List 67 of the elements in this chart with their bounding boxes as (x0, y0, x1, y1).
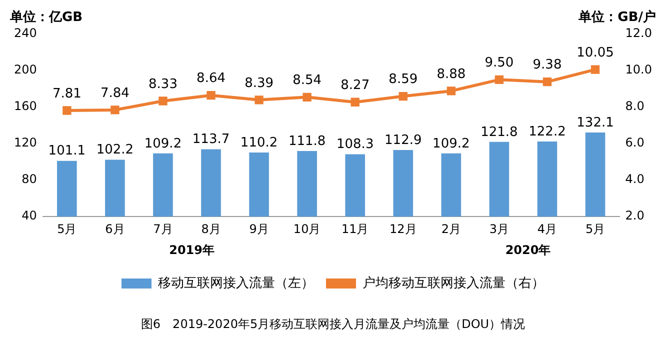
data-label: 108.3 (336, 137, 374, 152)
data-label: 8.27 (340, 78, 370, 93)
data-label: 109.2 (432, 136, 470, 152)
data-label: 112.9 (384, 132, 422, 148)
point (158, 96, 168, 106)
data-label: 8.59 (388, 72, 418, 88)
data-label: 9.50 (484, 56, 514, 71)
x-tick-label: 5月 (585, 222, 606, 236)
text: 2020年 (505, 243, 551, 258)
point (110, 106, 120, 114)
y2-axis-title: 单位：GB/户 (578, 8, 656, 25)
y-tick-label: 200 (14, 62, 37, 77)
y2-tick-label: 12.0 (625, 26, 652, 40)
point (446, 86, 456, 96)
data-label: 8.33 (148, 76, 178, 92)
point (542, 78, 552, 86)
point (254, 96, 264, 104)
data-label: 8.88 (436, 66, 466, 82)
x-tick-label: 7月 (153, 222, 173, 236)
y2-tick-label: 2.0 (625, 208, 644, 223)
x-tick-label: 8月 (201, 222, 221, 236)
data-label: 122.2 (528, 124, 566, 140)
x-tick-label: 5月 (57, 222, 77, 236)
y-axis-title: 单位：亿GB (9, 8, 83, 25)
data-label: 101.1 (48, 144, 86, 159)
y-tick-label: 240 (14, 26, 37, 40)
caption: 图6 2019-2020年5月移动互联网接入月流量及户均流量（DOU）情况 (140, 316, 526, 333)
y2-tick-label: 4.0 (625, 172, 644, 186)
legend-label: 移动互联网接入流量（左） (158, 274, 314, 291)
x-tick-label: 11月 (341, 222, 369, 236)
point (302, 92, 312, 102)
x-tick-label: 3月 (489, 222, 510, 236)
data-label: 113.7 (192, 132, 230, 148)
data-label: 132.1 (576, 115, 614, 130)
x-tick-label: 9月 (249, 222, 269, 236)
data-label: 8.39 (244, 76, 274, 91)
data-label: 121.8 (480, 124, 518, 140)
point (398, 92, 408, 101)
point (62, 106, 72, 115)
data-label: 102.2 (96, 142, 134, 158)
y-tick-label: 120 (14, 136, 37, 150)
data-label: 109.2 (144, 136, 182, 152)
point (350, 98, 360, 106)
data-label: 7.84 (100, 86, 130, 101)
point (206, 91, 216, 100)
x-tick-label: 6月 (105, 222, 125, 236)
y2-tick-label: 10.0 (625, 62, 652, 77)
data-label: 110.2 (240, 135, 278, 150)
data-label: 8.54 (292, 73, 322, 88)
x-tick-label: 12月 (390, 222, 417, 236)
text: 2019年 (169, 243, 215, 258)
x-tick-label: 4月 (537, 222, 558, 236)
legend-label: 户均移动互联网接入流量（右） (362, 274, 544, 291)
point (494, 75, 504, 84)
data-label: 8.64 (196, 71, 226, 86)
y-tick-label: 160 (14, 99, 37, 114)
y2-tick-label: 6.0 (625, 136, 644, 150)
data-label: 111.8 (288, 134, 326, 149)
x-tick-label: 10月 (293, 222, 321, 236)
data-label: 10.05 (576, 45, 614, 60)
y-tick-label: 80 (22, 172, 37, 186)
y2-tick-label: 8.0 (625, 99, 644, 114)
x-tick-label: 2月 (441, 222, 461, 236)
data-label: 7.81 (52, 86, 82, 102)
point (590, 65, 600, 74)
data-label: 9.38 (532, 58, 562, 73)
y-tick-label: 40 (22, 208, 37, 223)
